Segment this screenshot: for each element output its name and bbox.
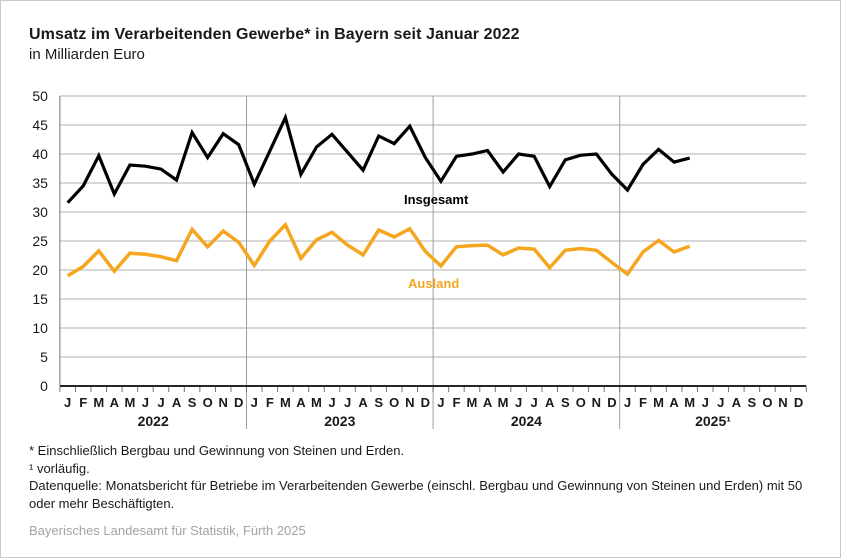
month-label: S	[374, 395, 383, 410]
y-tick-label: 20	[32, 262, 48, 278]
chart-subtitle: in Milliarden Euro	[29, 46, 145, 63]
month-label: N	[778, 395, 787, 410]
month-label: D	[421, 395, 430, 410]
month-label: J	[251, 395, 258, 410]
month-label: O	[389, 395, 399, 410]
month-label: D	[234, 395, 243, 410]
month-label: M	[311, 395, 322, 410]
series-label-insgesamt: Insgesamt	[404, 192, 469, 207]
month-label: N	[218, 395, 227, 410]
month-label: J	[157, 395, 164, 410]
month-label: A	[110, 395, 120, 410]
month-label: N	[592, 395, 601, 410]
chart-title: Umsatz im Verarbeitenden Gewerbe* in Bay…	[29, 26, 520, 43]
month-label: M	[124, 395, 135, 410]
month-label: O	[576, 395, 586, 410]
y-tick-label: 40	[32, 146, 48, 162]
month-label: J	[531, 395, 538, 410]
month-label: N	[405, 395, 414, 410]
month-label: J	[717, 395, 724, 410]
month-label: F	[266, 395, 274, 410]
month-label: O	[203, 395, 213, 410]
footnote-asterisk: * Einschließlich Bergbau und Gewinnung v…	[29, 443, 405, 458]
month-label: J	[142, 395, 149, 410]
month-label: F	[452, 395, 460, 410]
year-label: 2024	[511, 413, 542, 429]
month-label: A	[172, 395, 182, 410]
month-label: J	[624, 395, 631, 410]
y-tick-label: 35	[32, 175, 48, 191]
series-line-insgesamt	[66, 112, 691, 204]
month-label: D	[607, 395, 616, 410]
month-label: M	[93, 395, 104, 410]
year-label: 2022	[138, 413, 169, 429]
month-label: M	[467, 395, 478, 410]
month-label: D	[794, 395, 803, 410]
credit-line: Bayerisches Landesamt für Statistik, Für…	[29, 523, 306, 538]
month-label: F	[79, 395, 87, 410]
month-label: M	[498, 395, 509, 410]
month-label: M	[653, 395, 664, 410]
month-label: S	[561, 395, 570, 410]
month-label: A	[483, 395, 493, 410]
month-label: F	[639, 395, 647, 410]
year-label: 2023	[324, 413, 355, 429]
month-label: A	[358, 395, 368, 410]
month-label: J	[344, 395, 351, 410]
series-line-ausland	[66, 221, 691, 278]
month-label: M	[280, 395, 291, 410]
month-label: A	[296, 395, 306, 410]
y-tick-label: 5	[40, 349, 48, 365]
month-label: M	[684, 395, 695, 410]
footnote-datasource: Datenquelle: Monatsbericht für Betriebe …	[29, 478, 803, 511]
month-label: J	[328, 395, 335, 410]
month-label: A	[732, 395, 742, 410]
y-tick-label: 50	[32, 88, 48, 104]
month-label: A	[545, 395, 555, 410]
footnote-preliminary: ¹ vorläufig.	[29, 460, 90, 476]
month-label: S	[748, 395, 757, 410]
year-label: 2025¹	[695, 413, 731, 429]
month-label: S	[188, 395, 197, 410]
month-label: J	[437, 395, 444, 410]
y-tick-label: 10	[32, 320, 48, 336]
footnotes-block: * Einschließlich Bergbau und Gewinnung v…	[29, 442, 811, 512]
month-label: J	[64, 395, 71, 410]
y-tick-label: 30	[32, 204, 48, 220]
month-label: A	[669, 395, 679, 410]
series-label-ausland: Ausland	[408, 276, 459, 291]
y-tick-label: 15	[32, 291, 48, 307]
y-tick-label: 25	[32, 233, 48, 249]
y-tick-label: 45	[32, 117, 48, 133]
y-tick-label: 0	[40, 378, 48, 394]
month-label: J	[515, 395, 522, 410]
month-label: J	[702, 395, 709, 410]
month-label: O	[762, 395, 772, 410]
